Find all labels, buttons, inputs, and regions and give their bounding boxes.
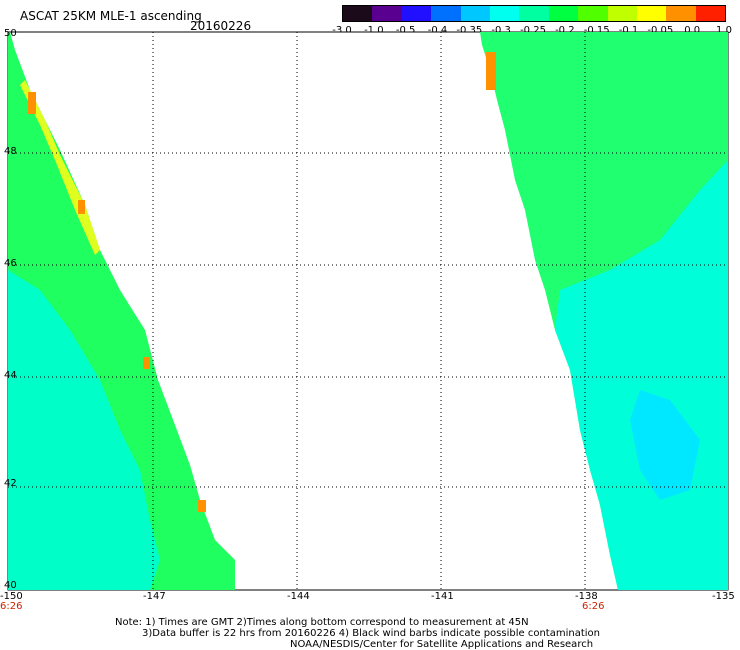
left-swath-orange-patch-2 [78,200,85,214]
lon-label-138: -138 [575,591,598,602]
lon-label-150: -150 [0,591,23,602]
lat-label-50: 50 [4,28,17,39]
color-scale-label: -0.35 [456,25,483,36]
footer-note-1: Note: 1) Times are GMT 2)Times along bot… [115,617,529,628]
footer-note-2: 3)Data buffer is 22 hrs from 20160226 4)… [142,628,600,639]
color-scale-label: -0.1 [618,25,639,36]
right-swath-blue-patch [630,390,700,500]
color-scale-label: -0.05 [647,25,674,36]
lat-label-42: 42 [4,478,17,489]
color-scale-label: -0.25 [520,25,546,36]
lat-label-48: 48 [4,146,17,157]
color-scale-segment [343,6,373,21]
map-title: ASCAT 25KM MLE-1 ascending [20,9,202,23]
lat-label-40: 40 [4,580,17,591]
grid-lines [8,32,728,590]
color-scale-label: -0.5 [395,25,416,36]
left-swath-cyan-region [8,270,160,590]
color-scale-label: -0.2 [555,25,575,36]
time-label-right: 6:26 [582,601,605,612]
color-scale-label: -3.0 [332,25,352,36]
color-scale-segment [636,6,667,21]
color-scale-bar [342,5,726,22]
footer-credit: NOAA/NESDIS/Center for Satellite Applica… [290,639,594,650]
lat-label-44: 44 [4,370,17,381]
color-scale-segment [548,6,579,21]
lon-label-135: -135 [712,591,735,602]
color-scale-labels: -3.0 -1.0 -0.5 -0.4 -0.35 -0.3 -0.25 -0.2 -0.15-… [330,25,740,39]
lon-label-141: -141 [431,591,454,602]
color-scale-label: -0.4 [427,25,448,36]
left-swath-orange-patch-1 [28,92,36,114]
color-scale-segment [695,6,726,21]
left-swath-orange-patch-4 [198,500,206,512]
color-scale-label: -1.0 [364,25,384,36]
time-label-left: 6:26 [0,601,23,612]
right-swath-orange-patch [486,52,496,90]
lon-label-147: -147 [143,591,166,602]
map-date: 20160226 [190,19,252,33]
lon-label-144: -144 [287,591,310,602]
color-scale-segment [489,6,520,21]
color-scale-segment [666,6,696,21]
color-scale-segment [372,6,402,21]
color-scale-label: 1.0 [716,25,732,36]
color-scale-segment [460,6,490,21]
color-scale-segment [519,6,549,21]
color-scale-segment [401,6,432,21]
left-swath-orange-patch-3 [143,357,150,369]
color-scale-label: 0.0 [684,25,701,36]
color-scale-segment [578,6,608,21]
color-scale-label: -0.15 [583,25,610,36]
color-scale-segment [431,6,461,21]
color-scale-label: -0.3 [491,25,511,36]
color-scale-segment [607,6,637,21]
lat-label-46: 46 [4,258,17,269]
